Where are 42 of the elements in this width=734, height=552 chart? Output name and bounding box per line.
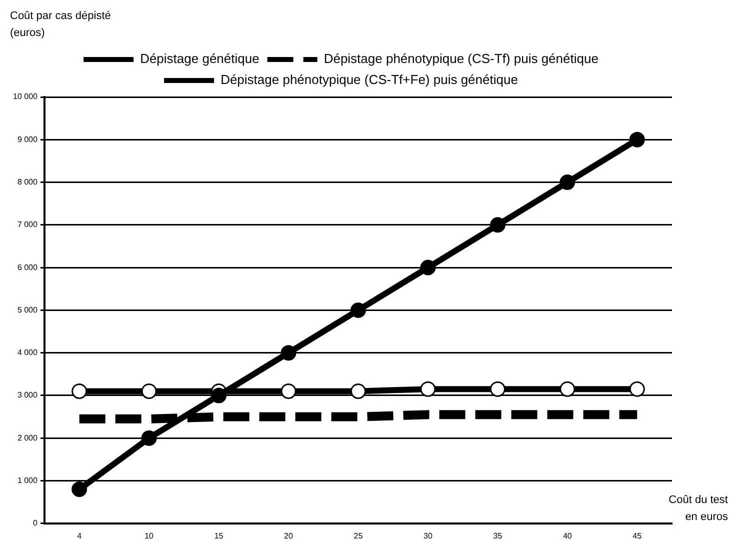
legend-label: Dépistage phénotypique (CS-Tf+Fe) puis génétique (220, 72, 518, 88)
x-tick-label: 25 (354, 531, 364, 540)
point (629, 132, 645, 148)
y-tick-label: 3 000 (17, 390, 38, 400)
x-tick-label: 15 (214, 531, 224, 540)
point (211, 388, 227, 404)
y-tick-label: 4 000 (17, 348, 38, 358)
point (141, 430, 157, 446)
point (490, 381, 506, 397)
point (560, 174, 576, 190)
point (141, 383, 157, 399)
x-tick-label: 20 (284, 531, 294, 540)
x-tick-label: 40 (562, 531, 572, 540)
y-tick-label: 8 000 (17, 177, 38, 186)
y-tick-label: 9 000 (17, 134, 38, 144)
point (420, 381, 436, 397)
x-tick-label: 30 (424, 531, 433, 540)
y-tick-label: 6 000 (17, 262, 38, 272)
x-tick-label: 35 (493, 531, 503, 540)
x-tick-label: 10 (144, 531, 154, 540)
point (280, 383, 296, 399)
point (560, 381, 576, 397)
point (350, 383, 366, 399)
y-tick-label: 10 000 (13, 92, 38, 102)
y-tick-label: 1 000 (17, 476, 38, 485)
point (72, 383, 88, 399)
y-tick-label: 0 (33, 518, 38, 528)
legend-label: Dépistage génétique (140, 51, 260, 66)
point (490, 217, 506, 233)
point (350, 302, 366, 318)
x-tick-label: 45 (632, 531, 642, 540)
x-tick-label: 4 (77, 531, 82, 540)
point (629, 381, 645, 397)
y-tick-label: 7 000 (17, 220, 38, 230)
point (420, 260, 436, 276)
y-tick-label: 2 000 (17, 433, 38, 442)
point (280, 345, 296, 361)
point (72, 482, 88, 498)
x-axis-title: Coût du test en euros (668, 493, 728, 525)
legend-label: Dépistage phénotypique (CS-Tf) puis génétique (324, 51, 598, 66)
y-tick-label: 5 000 (17, 305, 38, 314)
y-axis-title: Coût par cas dépisté (euros) (10, 9, 112, 41)
